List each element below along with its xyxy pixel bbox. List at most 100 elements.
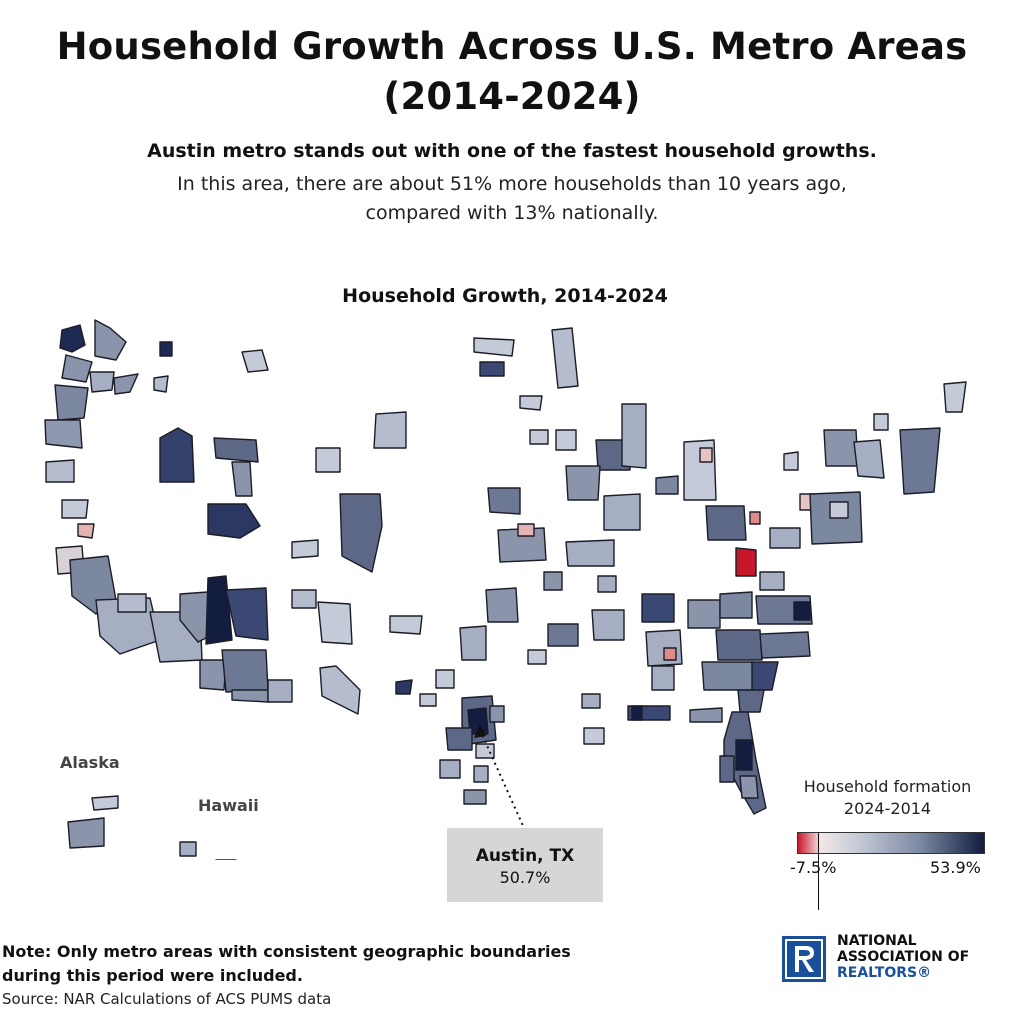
metro-area bbox=[487, 487, 521, 515]
metro-area bbox=[179, 841, 197, 857]
metro-area bbox=[715, 629, 763, 661]
metro-area bbox=[221, 649, 269, 693]
metro-area bbox=[373, 411, 407, 449]
metro-area bbox=[699, 447, 713, 463]
metro-area bbox=[419, 693, 437, 707]
map-title: Household Growth, 2014-2024 bbox=[342, 285, 668, 307]
metro-area bbox=[651, 665, 675, 691]
metro-area bbox=[641, 593, 675, 623]
metro-area bbox=[319, 665, 361, 715]
metro-area bbox=[213, 437, 259, 463]
metro-area bbox=[231, 689, 269, 703]
metro-area bbox=[339, 493, 383, 573]
metro-area bbox=[199, 659, 227, 691]
metro-area bbox=[153, 375, 169, 393]
metro-area bbox=[473, 337, 515, 357]
metro-area bbox=[735, 739, 753, 771]
metro-area bbox=[705, 505, 747, 541]
metro-area bbox=[565, 539, 615, 567]
logo-wordmark: NATIONAL ASSOCIATION OF REALTORS® bbox=[837, 933, 969, 981]
note-line-1: Note: Only metro areas with consistent g… bbox=[2, 942, 571, 961]
metro-area bbox=[94, 319, 127, 361]
metro-area bbox=[663, 647, 677, 661]
title-line-2: (2014-2024) bbox=[383, 75, 641, 118]
austin-callout: Austin, TX 50.7% bbox=[447, 828, 603, 902]
metro-area bbox=[207, 503, 261, 539]
metro-area bbox=[759, 571, 785, 591]
metro-area bbox=[519, 395, 543, 411]
metro-area bbox=[719, 755, 735, 783]
metro-area bbox=[943, 381, 967, 413]
metro-area bbox=[583, 727, 605, 745]
metro-area bbox=[769, 527, 801, 549]
metro-area bbox=[231, 461, 253, 497]
source-note: Source: NAR Calculations of ACS PUMS dat… bbox=[2, 990, 332, 1008]
legend-title-line-2: 2024-2014 bbox=[843, 799, 932, 818]
metro-area bbox=[59, 324, 86, 353]
footnote: Note: Only metro areas with consistent g… bbox=[2, 940, 662, 988]
metro-area bbox=[241, 349, 269, 373]
metro-area bbox=[687, 599, 721, 629]
metro-area bbox=[445, 727, 473, 751]
metro-area bbox=[597, 575, 617, 593]
metro-area bbox=[473, 765, 489, 783]
alaska-label: Alaska bbox=[60, 753, 120, 772]
metro-area bbox=[565, 465, 601, 501]
metro-area bbox=[529, 429, 549, 445]
metro-area bbox=[435, 669, 455, 689]
subtitle: In this area, there are about 51% more h… bbox=[177, 173, 847, 224]
metro-area bbox=[739, 775, 759, 799]
austin-callout-arrowhead bbox=[474, 724, 486, 738]
metro-area bbox=[759, 631, 811, 659]
metro-area bbox=[89, 371, 115, 393]
metro-area bbox=[547, 623, 579, 647]
metro-area bbox=[719, 591, 753, 619]
callout-name: Austin, TX bbox=[475, 846, 575, 866]
metro-area bbox=[291, 589, 317, 609]
metro-area bbox=[267, 679, 293, 703]
metro-area bbox=[737, 689, 765, 713]
metro-area bbox=[543, 571, 563, 591]
metro-area bbox=[489, 705, 505, 723]
metro-area bbox=[61, 354, 93, 383]
metro-area bbox=[655, 475, 679, 495]
metro-area bbox=[179, 591, 211, 643]
metro-area bbox=[689, 707, 723, 723]
metro-area bbox=[783, 451, 799, 471]
logo-line-2: ASSOCIATION OF bbox=[837, 949, 970, 965]
legend-title: Household formation 2024-2014 bbox=[780, 776, 995, 820]
metro-area bbox=[527, 649, 547, 665]
metro-area bbox=[735, 547, 757, 577]
metro-area bbox=[603, 493, 641, 531]
realtor-r-icon bbox=[782, 936, 826, 982]
metro-area bbox=[291, 539, 319, 559]
metro-area bbox=[225, 587, 269, 641]
metro-area bbox=[459, 625, 487, 661]
logo-line-1: NATIONAL bbox=[837, 933, 917, 949]
metro-area bbox=[555, 429, 577, 451]
metro-area bbox=[621, 403, 647, 469]
hawaii-label: Hawaii bbox=[198, 796, 259, 815]
metro-area bbox=[591, 609, 625, 641]
metro-area bbox=[61, 499, 89, 519]
legend-min-label: -7.5% bbox=[790, 858, 837, 877]
metro-area bbox=[829, 501, 849, 519]
metro-area bbox=[395, 679, 413, 695]
metro-area bbox=[463, 789, 487, 805]
metro-area bbox=[701, 661, 755, 691]
title-line-1: Household Growth Across U.S. Metro Areas bbox=[56, 25, 968, 68]
metro-area bbox=[91, 795, 119, 811]
metro-area bbox=[159, 341, 173, 357]
metro-area bbox=[517, 523, 535, 537]
metro-area bbox=[485, 587, 519, 623]
metro-area bbox=[749, 511, 761, 525]
metro-area bbox=[439, 759, 461, 779]
metro-area bbox=[389, 615, 423, 635]
legend-zero-tick bbox=[818, 832, 819, 910]
metro-area bbox=[77, 523, 95, 539]
metro-area bbox=[467, 707, 489, 735]
metro-area bbox=[205, 575, 233, 645]
note-line-2: during this period were included. bbox=[2, 966, 303, 985]
metro-area bbox=[117, 593, 147, 613]
metro-area bbox=[551, 327, 579, 389]
